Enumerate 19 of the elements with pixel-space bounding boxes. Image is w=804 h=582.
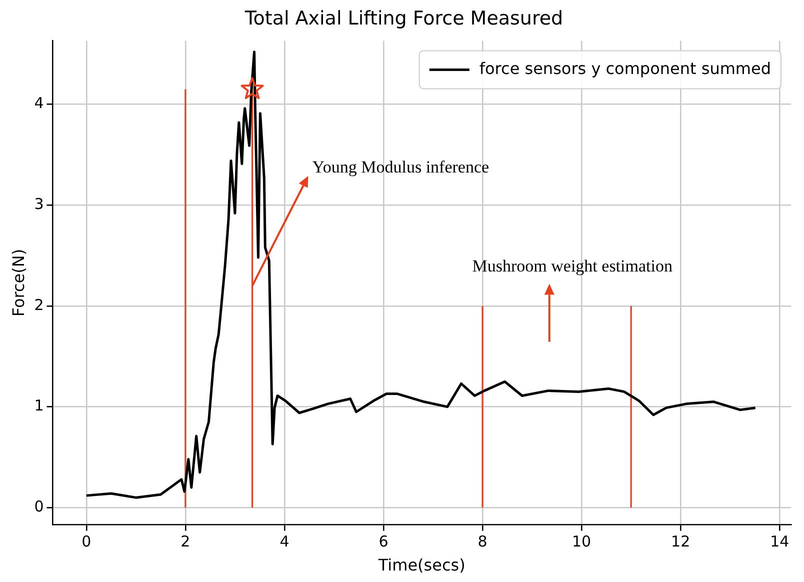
y-tick-label: 2 xyxy=(34,296,44,314)
x-tick-label: 8 xyxy=(478,532,488,551)
y-tick-label: 4 xyxy=(34,94,44,112)
y-tick-label: 1 xyxy=(34,396,44,415)
legend-label: force sensors y component summed xyxy=(479,58,771,78)
x-tick-label: 10 xyxy=(572,532,592,551)
x-axis-title: Time(secs) xyxy=(377,556,466,575)
x-tick-label: 4 xyxy=(280,532,290,551)
y-tick-label: 3 xyxy=(34,195,44,214)
y-tick-label: 0 xyxy=(34,498,44,516)
chart-title: Total Axial Lifting Force Measured xyxy=(244,7,564,30)
x-tick-label: 12 xyxy=(671,532,690,551)
x-tick-label: 0 xyxy=(82,532,92,551)
annotation: Young Modulus inference xyxy=(312,157,490,176)
x-tick-label: 2 xyxy=(180,532,190,551)
y-axis-title: Force(N) xyxy=(8,248,28,317)
annotation: Mushroom weight estimation xyxy=(472,256,673,276)
x-tick-label: 14 xyxy=(770,532,790,551)
x-tick-label: 6 xyxy=(378,532,388,551)
